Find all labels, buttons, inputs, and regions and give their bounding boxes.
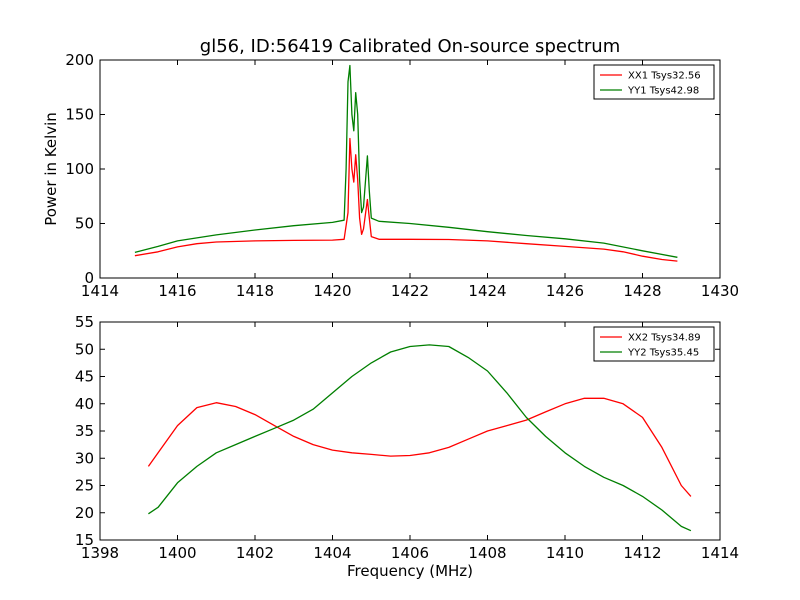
x-tick-label: 1398: [81, 544, 119, 562]
bottom-series-layer: [147, 344, 692, 532]
x-tick-label: 1410: [546, 544, 584, 562]
x-tick-label: 1420: [313, 282, 351, 300]
x-tick-label: 1412: [623, 544, 661, 562]
bottom-legend: XX2 Tsys34.89 YY2 Tsys35.45: [593, 326, 715, 362]
y-tick-label: 15: [75, 531, 94, 549]
top-axes-frame: [99, 59, 721, 279]
top-series-layer: [134, 64, 678, 262]
y-tick-label: 35: [75, 422, 94, 440]
y-tick-label: 50: [75, 215, 94, 233]
series-line-yy: [148, 344, 692, 532]
x-tick-label: 1406: [391, 544, 429, 562]
chart-title: gl56, ID:56419 Calibrated On-source spec…: [200, 36, 620, 57]
y-tick-label: 40: [75, 395, 94, 413]
series-line-xx: [147, 397, 692, 497]
y-tick-label: 100: [65, 160, 94, 178]
y-tick-label: 0: [84, 269, 94, 287]
bottom-x-axis-label: Frequency (MHz): [347, 562, 473, 580]
y-tick-label: 200: [65, 51, 94, 69]
x-tick-label: 1422: [391, 282, 429, 300]
x-tick-label: 1414: [701, 544, 739, 562]
legend-label: XX2 Tsys34.89: [628, 333, 701, 344]
x-tick-label: 1424: [468, 282, 506, 300]
y-tick-label: 25: [75, 477, 94, 495]
x-tick-label: 1402: [236, 544, 274, 562]
y-tick-label: 150: [65, 106, 94, 124]
x-tick-label: 1426: [546, 282, 584, 300]
x-tick-label: 1428: [623, 282, 661, 300]
x-tick-label: 1400: [158, 544, 196, 562]
x-tick-label: 1404: [313, 544, 351, 562]
legend-label: YY2 Tsys35.45: [627, 348, 699, 359]
top-spectrum-panel: gl56, ID:56419 Calibrated On-source spec…: [42, 36, 739, 300]
legend-label: XX1 Tsys32.56: [628, 71, 701, 82]
legend-box: [593, 64, 715, 100]
x-tick-label: 1418: [236, 282, 274, 300]
y-tick-label: 20: [75, 504, 94, 522]
bottom-axes-frame: [99, 321, 721, 541]
y-tick-label: 30: [75, 449, 94, 467]
legend-box: [593, 326, 715, 362]
x-tick-label: 1408: [468, 544, 506, 562]
bottom-spectrum-panel: Frequency (MHz) 1398 1400 1402 1404 1406 1408…: [75, 313, 739, 580]
y-tick-label: 50: [75, 340, 94, 358]
x-tick-label: 1414: [81, 282, 119, 300]
y-tick-label: 55: [75, 313, 94, 331]
x-tick-label: 1430: [701, 282, 739, 300]
top-legend: XX1 Tsys32.56 YY1 Tsys42.98: [593, 64, 715, 100]
top-y-axis-label: Power in Kelvin: [42, 112, 60, 226]
x-tick-label: 1416: [158, 282, 196, 300]
bottom-ticks-layer: 1398 1400 1402 1404 1406 1408 1410 1412 1414 15 20…: [75, 313, 739, 562]
series-line-xx: [134, 137, 678, 262]
top-ticks-layer: 1414 1416 1418 1420 1422 1424 1426 1428 1430 0 50 1…: [65, 51, 739, 300]
y-tick-label: 45: [75, 368, 94, 386]
series-line-yy: [134, 64, 678, 258]
legend-label: YY1 Tsys42.98: [627, 86, 699, 97]
